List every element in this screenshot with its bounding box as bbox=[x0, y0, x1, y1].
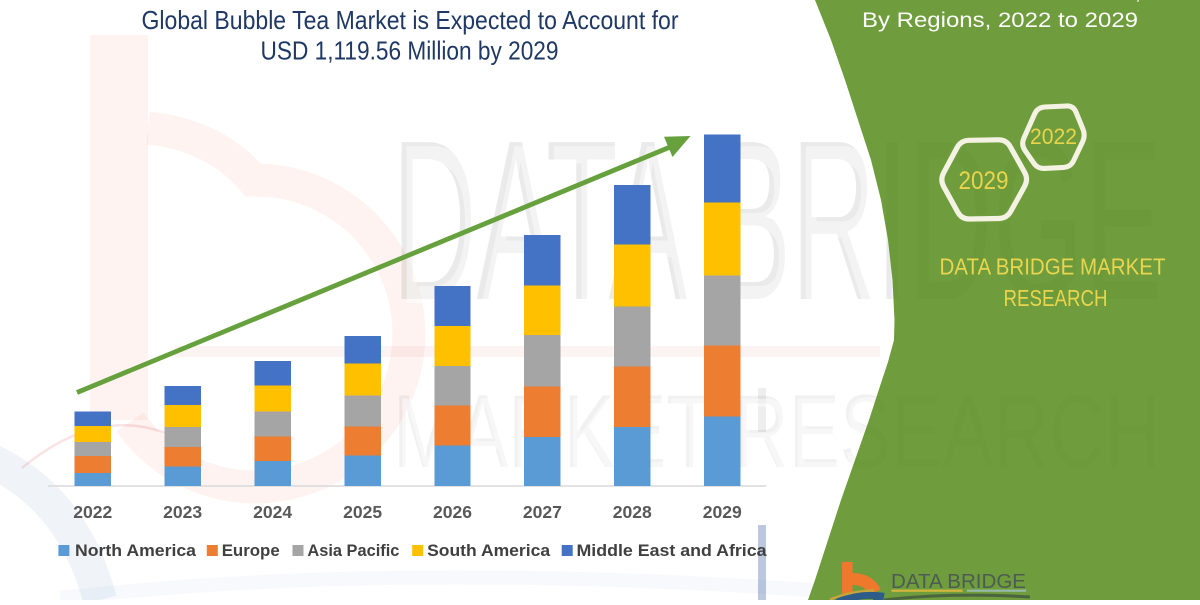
svg-text:RESEARCH: RESEARCH bbox=[1004, 285, 1108, 311]
svg-text:North America: North America bbox=[75, 541, 197, 560]
svg-text:2028: 2028 bbox=[613, 502, 652, 522]
svg-text:Global Bubble Tea Market is Ex: Global Bubble Tea Market is Expected to … bbox=[142, 5, 679, 35]
svg-text:2029: 2029 bbox=[959, 167, 1009, 195]
svg-text:USD 1,119.56 Million by 2029: USD 1,119.56 Million by 2029 bbox=[261, 36, 559, 66]
svg-text:Asia Pacific: Asia Pacific bbox=[307, 541, 399, 560]
svg-text:Europe: Europe bbox=[222, 541, 280, 560]
svg-text:2027: 2027 bbox=[523, 502, 562, 522]
svg-text:MARKET RESEARCH: MARKET RESEARCH bbox=[393, 374, 1160, 490]
svg-text:By Regions, 2022 to 2029: By Regions, 2022 to 2029 bbox=[862, 8, 1138, 32]
svg-text:2029: 2029 bbox=[703, 502, 742, 522]
svg-text:2022: 2022 bbox=[73, 502, 112, 522]
svg-text:DATA BRIDGE: DATA BRIDGE bbox=[891, 570, 1026, 593]
svg-text:South America: South America bbox=[427, 541, 551, 560]
svg-text:2022: 2022 bbox=[1030, 124, 1077, 149]
svg-text:Middle East and Africa: Middle East and Africa bbox=[577, 541, 768, 560]
svg-text:2026: 2026 bbox=[433, 502, 472, 522]
svg-text:DATA BRIDGE MARKET: DATA BRIDGE MARKET bbox=[940, 254, 1166, 280]
svg-text:2024: 2024 bbox=[253, 502, 292, 522]
svg-text:2023: 2023 bbox=[163, 502, 202, 522]
svg-text:2025: 2025 bbox=[343, 502, 382, 522]
svg-text:Global Bubble Tea Market,: Global Bubble Tea Market, bbox=[888, 0, 1141, 4]
